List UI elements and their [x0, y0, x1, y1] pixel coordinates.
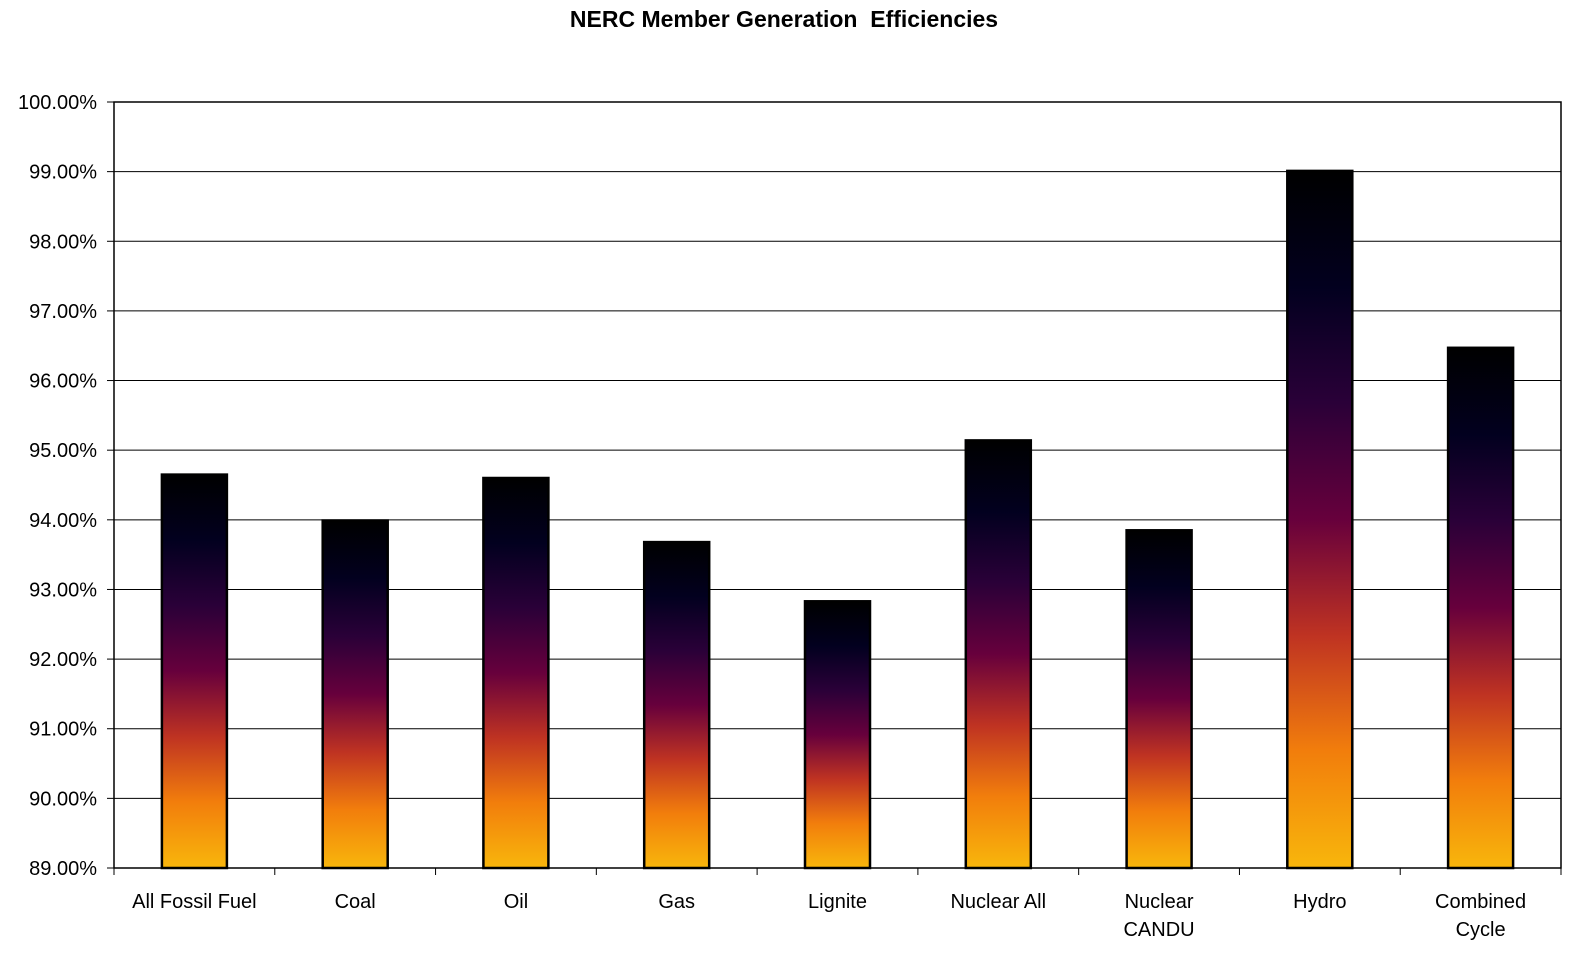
- plot-area-border: [113, 101, 1562, 869]
- y-tick-label: 99.00%: [29, 162, 97, 184]
- x-tick-label: Lignite: [808, 891, 867, 913]
- chart-title: NERC Member Generation Efficiencies: [569, 6, 999, 32]
- y-tick-label: 90.00%: [29, 788, 97, 810]
- bar: [642, 540, 711, 870]
- bar: [1446, 346, 1515, 870]
- y-tick-label: 93.00%: [29, 579, 97, 601]
- axes: [113, 101, 1562, 875]
- x-tick-label: All Fossil Fuel: [132, 891, 256, 913]
- bar: [160, 473, 229, 870]
- x-tick-label: Hydro: [1293, 891, 1346, 913]
- y-tick-label: 95.00%: [29, 440, 97, 462]
- bar: [482, 476, 550, 870]
- y-tick-label: 89.00%: [29, 858, 97, 880]
- y-tick-label: 94.00%: [29, 510, 97, 532]
- x-tick-label: Coal: [335, 891, 376, 913]
- x-tick-labels: All Fossil Fuel Coal Oil Gas Lignite Nuclear …: [132, 891, 1526, 941]
- y-tick-labels: 89.00% 90.00% 91.00% 92.00% 93.00% 94.00% 95.0…: [18, 92, 114, 880]
- bar: [1125, 529, 1193, 870]
- x-tick-label: Oil: [504, 891, 528, 913]
- y-tick-label: 100.00%: [18, 92, 97, 114]
- y-tick-label: 96.00%: [29, 371, 97, 393]
- x-tick-label: Nuclear CANDU: [1123, 891, 1194, 941]
- x-tick-label: Gas: [658, 891, 695, 913]
- bar: [964, 439, 1033, 870]
- bar: [803, 600, 872, 870]
- y-tick-label: 97.00%: [29, 301, 97, 323]
- y-tick-label: 91.00%: [29, 719, 97, 741]
- x-tick-label: Combined Cycle: [1435, 891, 1526, 941]
- bar: [1286, 169, 1354, 870]
- bar: [321, 519, 389, 870]
- y-tick-label: 98.00%: [29, 231, 97, 253]
- bars: [160, 169, 1515, 870]
- y-tick-label: 92.00%: [29, 649, 97, 671]
- x-tick-label: Nuclear All: [950, 891, 1046, 913]
